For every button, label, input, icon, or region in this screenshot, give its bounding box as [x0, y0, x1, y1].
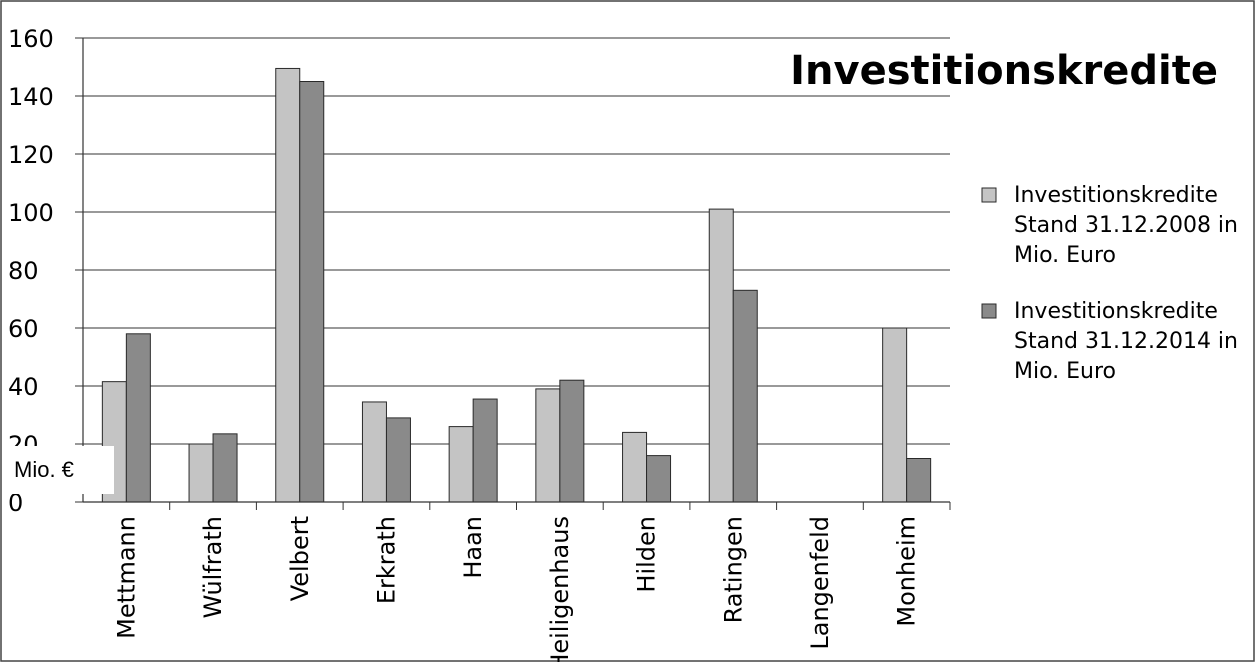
bar-erkrath-series-1 — [361, 401, 387, 503]
bar-hilden-series-2 — [646, 455, 672, 503]
y-tick-label: 160 — [8, 25, 54, 53]
bar-wülfrath-series-2 — [212, 433, 238, 503]
y-tick-label: 0 — [8, 489, 23, 517]
x-tick-label: Monheim — [893, 516, 921, 627]
y-tick-label: 140 — [8, 83, 54, 111]
x-tick-label: Velbert — [286, 516, 314, 601]
chart-title: Investitionskredite — [790, 48, 1218, 94]
y-tick-label: 120 — [8, 141, 54, 169]
legend-swatch — [981, 187, 997, 203]
legend-swatch — [981, 303, 997, 319]
bar-monheim-series-1 — [882, 327, 908, 503]
legend-label: Investitionskredite Stand 31.12.2014 in Mi… — [1014, 299, 1238, 384]
bar-heiligenhaus-series-2 — [559, 379, 585, 503]
bar-velbert-series-1 — [275, 67, 301, 503]
y-tick-label: 80 — [8, 257, 39, 285]
bar-ratingen-series-1 — [708, 208, 734, 503]
bar-monheim-series-2 — [906, 458, 932, 503]
bars — [101, 67, 932, 503]
x-tick-label: Hilden — [633, 516, 661, 593]
y-tick-label: 60 — [8, 315, 39, 343]
x-tick-label: Heiligenhaus — [546, 516, 574, 662]
y-tick-label: 100 — [8, 199, 54, 227]
bar-haan-series-2 — [472, 398, 498, 503]
bar-haan-series-1 — [448, 426, 474, 503]
bar-heiligenhaus-series-1 — [535, 388, 561, 503]
x-tick-label: Erkrath — [372, 516, 400, 604]
y-tick-label: 40 — [8, 373, 39, 401]
x-tick-label: Wülfrath — [199, 516, 227, 618]
x-tick-label: Langenfeld — [806, 516, 834, 650]
bar-velbert-series-2 — [299, 81, 325, 503]
bar-mettmann-series-2 — [125, 333, 151, 503]
x-tick-label: Mettmann — [112, 516, 140, 639]
bar-ratingen-series-2 — [732, 289, 758, 503]
y-axis-label: Mio. € — [2, 446, 114, 494]
legend: Investitionskredite Stand 31.12.2008 in Mi… — [981, 183, 1238, 384]
x-tick-label: Ratingen — [719, 516, 747, 623]
legend-label: Investitionskredite Stand 31.12.2008 in Mi… — [1014, 183, 1238, 268]
bar-wülfrath-series-1 — [188, 443, 214, 503]
bar-hilden-series-1 — [622, 431, 648, 503]
x-tick-label: Haan — [459, 516, 487, 579]
bar-erkrath-series-2 — [385, 417, 411, 503]
